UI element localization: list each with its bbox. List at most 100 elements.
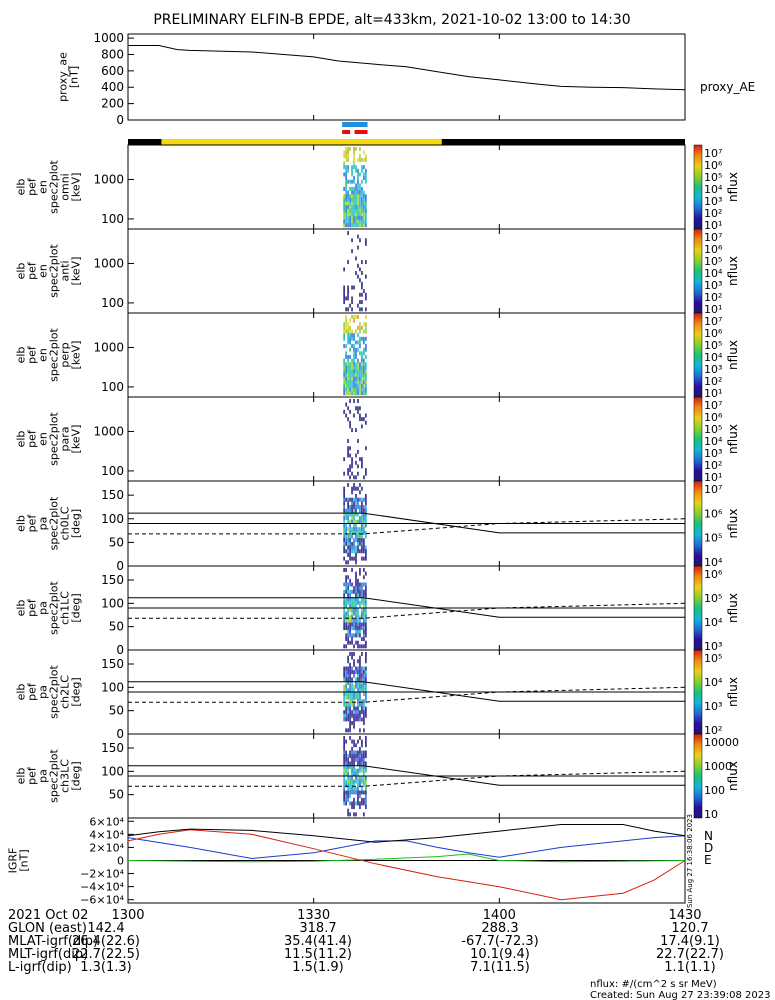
panel-anti-colorbar-tick: 10⁶ (704, 243, 723, 256)
panel-para-colorbar-tick: 10⁶ (704, 411, 723, 424)
panel-perp-cell (349, 336, 351, 341)
panel-omni-cell (361, 205, 363, 210)
panel-ch1LC-cell (361, 608, 363, 612)
panel-ch3LC-cell (355, 776, 357, 780)
panel-ch0LC-cell (361, 530, 363, 535)
panel-ch3LC-cell (343, 736, 345, 740)
panel-ch2LC-cell (355, 717, 357, 722)
panel-omni-cell (353, 190, 355, 195)
panel-ch0LC-cell (343, 519, 345, 524)
panel-perp-cell (349, 318, 351, 323)
panel-ch3LC-cell (363, 812, 365, 817)
panel-anti-cell (343, 267, 345, 272)
panel-ch1LC-cell (345, 615, 347, 620)
panel-ch3LC-cell (345, 765, 347, 770)
panel-ch2LC-cell (345, 681, 347, 686)
panel-ch3LC-cell (345, 772, 347, 777)
panel-ch2LC-cell (353, 721, 355, 726)
panel-para-ytick-label: 100 (101, 464, 124, 478)
panel-anti-cell (347, 231, 349, 235)
panel-omni-cell (357, 212, 359, 217)
panel-ch3LC-cell (355, 801, 357, 806)
panel-ch1LC-cell (349, 615, 351, 620)
panel-ch2LC-cell (359, 702, 361, 707)
panel-ch3LC-cell (345, 761, 347, 766)
panel-perp-cell (347, 340, 349, 345)
panel-ch0LC-cell (365, 534, 367, 539)
panel-ch3LC-cell (345, 794, 347, 799)
panel-ch2LC-cell (359, 666, 361, 671)
panel-ch0LC-cell (355, 556, 357, 561)
panel-ch2LC-ytick-label: 150 (101, 657, 124, 671)
panel-ch1LC-cell (361, 589, 363, 594)
panel-ch0LC-cell (349, 523, 351, 528)
panel-ch1LC-cell (353, 644, 355, 649)
panel-omni-cell (353, 212, 355, 217)
panel-ch1LC-cell (345, 637, 347, 642)
panel-ch2LC-cell (353, 692, 355, 696)
panel-ch2LC-cell (363, 721, 365, 726)
panel-ch2LC-cell (351, 692, 353, 696)
panel-ch2LC-cell (363, 728, 365, 733)
units-note: nflux: #/(cm^2 s sr MeV) (590, 979, 717, 990)
panel-para-cell (365, 471, 367, 476)
panel-anti-cell (353, 285, 355, 290)
panel-ch1LC-cell (343, 644, 345, 649)
panel-ch0LC-cell (355, 508, 357, 513)
panel-anti-cell (355, 256, 357, 261)
panel-omni-cell (343, 201, 345, 206)
panel-ch0LC-ylabel-line: pef (26, 514, 39, 533)
panel-ch1LC-cell (359, 571, 361, 576)
panel-omni-cell (355, 208, 357, 213)
panel-ch1LC-colorbar-tick: 10⁶ (704, 568, 723, 581)
panel-ch2LC-ylabel-line: pef (26, 682, 39, 701)
panel-ch2LC-cell (353, 652, 355, 656)
panel-anti-cell (363, 289, 365, 294)
panel-ch1LC-cell (359, 629, 361, 634)
panel-perp-cell (351, 362, 353, 367)
panel-ch1LC-cell (357, 589, 359, 594)
panel-ch3LC-cell (347, 808, 349, 813)
panel-ch3LC-cell (351, 754, 353, 759)
ephemeris-row-label: 2021 Oct 02 (8, 908, 88, 923)
panel-omni-cell (361, 194, 363, 199)
panel-ch0LC-cell (363, 556, 365, 561)
panel-ch3LC-cell (351, 750, 353, 755)
panel-ch0LC-cell (349, 530, 351, 535)
panel-ch2LC-cell (349, 684, 351, 689)
panel-perp-cell (345, 380, 347, 385)
panel-omni-cell (355, 147, 357, 151)
panel-para-cell (351, 460, 353, 465)
panel-ch2LC-cell (359, 659, 361, 664)
panel-ch1LC-cell (351, 600, 353, 605)
panel-perp-cell (351, 373, 353, 378)
panel-omni-cell (351, 212, 353, 217)
panel-ch1LC-cell (347, 615, 349, 620)
panel-ch1LC-cell (359, 615, 361, 620)
panel-omni-cell (345, 190, 347, 195)
panel-perp-cell (353, 333, 355, 338)
panel-ch1LC-ytick-label: 150 (101, 573, 124, 587)
panel-perp-colorbar-tick: 10¹ (704, 387, 722, 400)
panel-ch1LC-cell (345, 611, 347, 616)
panel-ch3LC-cell (349, 790, 351, 795)
panel-perp-ylabel-line: pef (26, 345, 39, 364)
panel-ch0LC-cell (351, 516, 353, 521)
panel-omni-cell (349, 179, 351, 184)
panel-ch0LC-colorbar-unit: nflux (726, 509, 740, 539)
panel-ch2LC-cell (343, 710, 345, 715)
panel-perp-cell (355, 384, 357, 389)
panel-ch3LC-cell (343, 761, 345, 766)
panel-omni-cell (351, 216, 353, 221)
panel-ch2LC-cell (345, 717, 347, 722)
panel-ch2LC-cell (365, 684, 367, 689)
panel-perp-cell (343, 325, 345, 330)
panel-ch1LC-cell (353, 589, 355, 594)
panel-ch2LC-cell (365, 652, 367, 656)
panel-ch0LC-cell (359, 483, 361, 487)
ephemeris-value: 22.7(22.7) (656, 947, 724, 962)
panel-ch1LC-cell (347, 637, 349, 642)
time-tick-label: 1300 (111, 908, 144, 923)
panel-ch0LC-cell (343, 516, 345, 521)
